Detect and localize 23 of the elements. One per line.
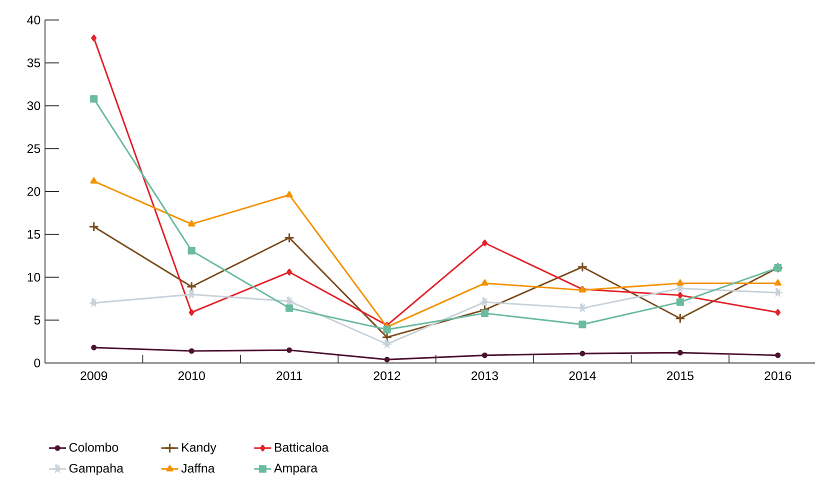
- y-tick-label: 25: [27, 144, 40, 154]
- y-tick-label: 40: [27, 16, 40, 24]
- legend-label: Jaffna: [181, 464, 215, 473]
- x-tick-label: 2009: [80, 371, 108, 380]
- legend-label: Kandy: [182, 442, 216, 454]
- x-tick-label: 2010: [178, 371, 205, 380]
- x-tick-label: 2011: [276, 371, 302, 380]
- x-tick-label: 2013: [472, 371, 498, 380]
- y-tick-label: 10: [28, 272, 40, 282]
- legend-label: Ampara: [274, 464, 318, 475]
- y-tick-label: 0: [34, 358, 40, 368]
- y-tick-label: 20: [27, 187, 40, 196]
- x-tick-label: 2015: [666, 371, 694, 380]
- y-tick-label: 5: [34, 316, 40, 324]
- legend-label: Gampaha: [69, 464, 124, 476]
- x-tick-label: 2014: [569, 371, 596, 380]
- legend-label: Colombo: [69, 442, 118, 452]
- y-tick-label: 15: [28, 230, 40, 239]
- y-tick-label: 30: [27, 101, 40, 110]
- legend-label: Batticaloa: [274, 442, 329, 452]
- x-tick-label: 2016: [764, 371, 792, 380]
- y-tick-label: 35: [27, 58, 40, 68]
- x-tick-label: 2012: [374, 371, 400, 380]
